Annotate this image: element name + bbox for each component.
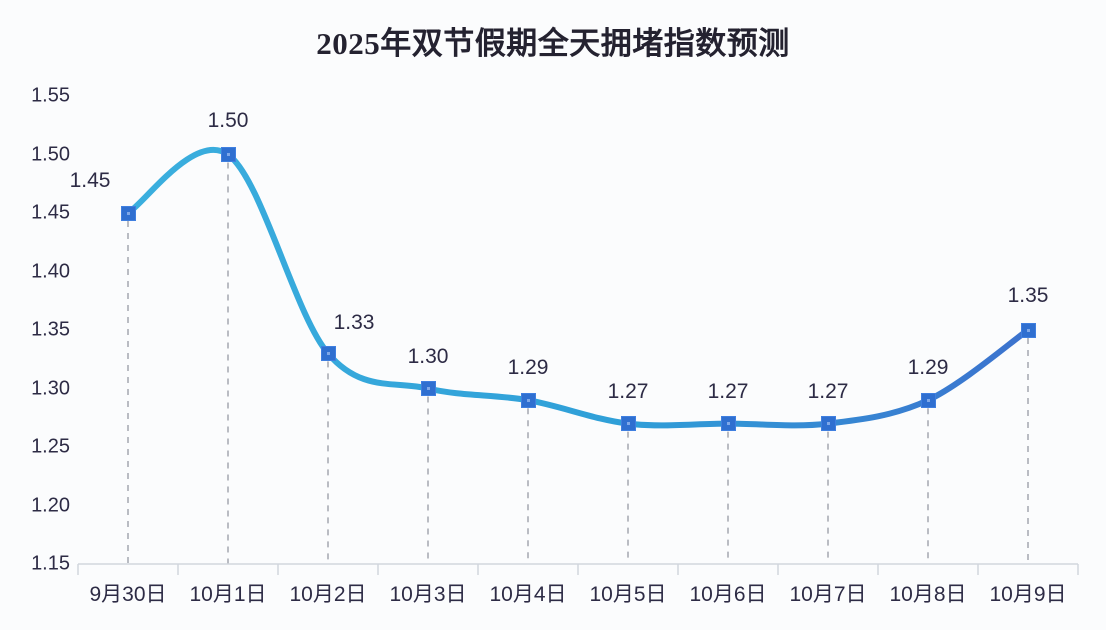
data-value-label: 1.27 [807, 379, 849, 403]
y-tick-label: 1.30 [31, 377, 70, 399]
x-tick-label: 10月8日 [889, 583, 967, 606]
data-point-marker[interactable] [120, 205, 136, 221]
data-point-marker[interactable] [1020, 322, 1036, 338]
y-tick-label: 1.40 [31, 260, 70, 282]
data-point-marker[interactable] [720, 416, 736, 432]
x-tick-label: 10月4日 [489, 583, 567, 606]
data-value-label: 1.35 [1007, 284, 1049, 307]
data-point-marker[interactable] [920, 392, 936, 408]
data-value-label: 1.50 [207, 108, 249, 132]
y-tick-label: 1.50 [31, 143, 70, 165]
data-value-label: 1.29 [907, 356, 949, 380]
y-tick-label: 1.20 [31, 494, 70, 516]
x-tick-label: 10月6日 [689, 583, 767, 606]
data-value-label: 1.29 [507, 356, 549, 380]
data-point-marker[interactable] [420, 381, 436, 396]
x-axis-line [77, 563, 1079, 575]
x-tick-label: 9月30日 [89, 583, 167, 606]
x-tick-label: 10月3日 [389, 583, 467, 606]
x-tick-label: 10月9日 [989, 583, 1067, 606]
y-axis: 1.55 1.50 1.45 1.40 1.35 1.30 1.25 1.20 1.15 [14, 0, 70, 630]
chart-title: 2025年双节假期全天拥堵指数预测 [316, 26, 790, 61]
x-tick-label: 10月2日 [289, 583, 367, 606]
data-point-marker[interactable] [220, 147, 236, 162]
x-tick-label: 10月1日 [189, 583, 267, 606]
y-tick-label: 1.45 [31, 201, 70, 224]
data-value-label: 1.27 [707, 379, 749, 403]
data-point-marker[interactable] [620, 416, 636, 432]
data-point-marker[interactable] [520, 392, 536, 408]
y-tick-label: 1.25 [31, 435, 70, 458]
x-tick-label: 10月7日 [789, 583, 867, 606]
data-value-label: 1.33 [333, 311, 375, 335]
data-value-label: 1.45 [69, 169, 111, 192]
data-point-marker[interactable] [320, 345, 336, 361]
x-tick-label: 10月5日 [589, 583, 667, 606]
data-value-label: 1.27 [607, 379, 649, 403]
y-tick-label: 1.15 [31, 552, 70, 575]
data-value-label: 1.30 [407, 344, 449, 368]
y-tick-label: 1.35 [31, 318, 70, 341]
drop-lines-group [127, 162, 1029, 564]
y-tick-label: 1.55 [31, 84, 70, 107]
data-point-marker[interactable] [820, 416, 836, 432]
series-line [125, 146, 1031, 429]
